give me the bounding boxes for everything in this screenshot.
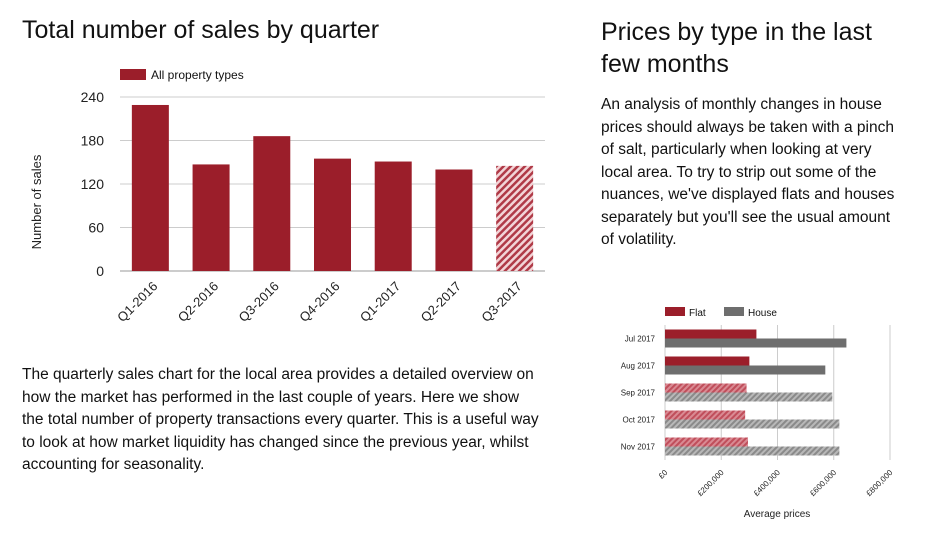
prices-description: An analysis of monthly changes in house …	[601, 96, 895, 248]
prices-y-tick-label: Nov 2017	[621, 443, 656, 452]
prices-y-tick-label: Sep 2017	[621, 389, 656, 398]
sales-y-tick-label: 0	[96, 263, 104, 279]
flat-price-bar	[665, 437, 748, 447]
prices-x-tick-label: £600,000	[808, 468, 838, 498]
legend-swatch-flat	[665, 307, 685, 316]
prices-x-axis-title: Average prices	[744, 509, 811, 520]
house-price-bar	[665, 392, 833, 402]
sales-y-tick-label: 240	[81, 89, 105, 105]
sales-bar	[131, 104, 169, 271]
house-price-bar	[665, 446, 840, 456]
prices-y-tick-label: Jul 2017	[625, 335, 656, 344]
sales-y-axis-title: Number of sales	[29, 154, 44, 249]
sales-x-tick-label: Q2-2017	[418, 279, 464, 325]
house-price-bar	[665, 338, 847, 348]
sales-x-tick-label: Q1-2016	[114, 279, 160, 325]
sales-bar	[496, 165, 534, 271]
sales-bar	[435, 169, 473, 271]
legend-swatch-all-property-types	[120, 69, 146, 80]
sales-bar	[192, 164, 230, 271]
prices-x-tick-label: £400,000	[752, 468, 782, 498]
flat-price-bar	[665, 383, 747, 393]
prices-y-tick-label: Oct 2017	[623, 416, 656, 425]
legend-label-all-property-types: All property types	[151, 68, 244, 82]
house-price-bar	[665, 419, 840, 429]
quarterly-sales-chart: 0 60 120 180 240 Q1-2016 Q2-2016 Q3-2016 Q4-2016…	[29, 68, 545, 325]
sales-x-tick-label: Q3-2016	[236, 279, 282, 325]
legend-swatch-house	[724, 307, 744, 316]
prices-section-title: Prices by type in the last few months	[601, 18, 872, 78]
flat-price-bar	[665, 356, 750, 366]
sales-description: The quarterly sales chart for the local …	[22, 366, 539, 473]
prices-x-tick-label: £0	[657, 468, 670, 481]
sales-x-tick-label: Q2-2016	[175, 279, 221, 325]
prices-by-type-chart: £0 £200,000 £400,000 £600,000 £800,000 Jul 20…	[621, 307, 895, 520]
legend-label-flat: Flat	[689, 308, 706, 319]
prices-y-tick-label: Aug 2017	[621, 362, 656, 371]
flat-price-bar	[665, 329, 757, 339]
sales-y-tick-label: 180	[81, 133, 105, 149]
sales-x-tick-label: Q3-2017	[478, 279, 524, 325]
sales-bar	[374, 161, 412, 271]
sales-y-tick-label: 60	[88, 220, 104, 236]
house-price-bar	[665, 365, 826, 375]
sales-chart-title: Total number of sales by quarter	[22, 16, 380, 44]
sales-bar	[314, 158, 351, 271]
sales-bar	[253, 136, 291, 271]
sales-x-tick-label: Q1-2017	[357, 279, 403, 325]
prices-x-tick-label: £200,000	[696, 468, 726, 498]
legend-label-house: House	[748, 308, 777, 319]
prices-x-tick-label: £800,000	[864, 468, 894, 498]
sales-x-tick-label: Q4-2016	[296, 279, 342, 325]
flat-price-bar	[665, 410, 746, 420]
sales-y-tick-label: 120	[81, 176, 105, 192]
